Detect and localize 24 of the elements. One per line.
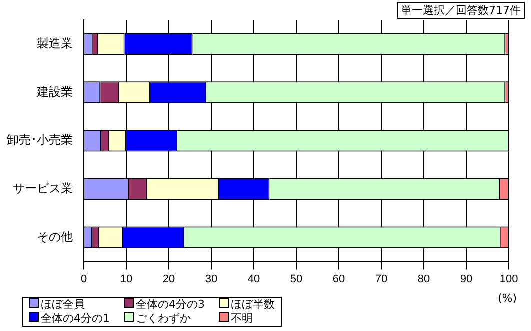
x-tick-label: 0 <box>80 273 88 286</box>
x-tick-label: 80 <box>418 273 430 286</box>
y-tick-label: 建設業 <box>36 84 73 99</box>
x-tick-label: 10 <box>120 273 133 286</box>
x-tick-label: 20 <box>162 273 176 286</box>
y-tick-label: 製造業 <box>37 36 73 50</box>
legend-label: 全体の4分の3 <box>135 298 205 312</box>
x-axis-title: (%) <box>498 292 517 305</box>
legend-label: 不明 <box>230 312 254 326</box>
y-tick-label: 卸売･小売業 <box>7 133 73 148</box>
y-tick-label: サービス業 <box>13 182 73 196</box>
chart-title: 単一選択／回答数717件 <box>397 2 525 19</box>
legend-label: ほぼ半数 <box>230 298 275 312</box>
legend-label: ほぼ全員 <box>40 298 86 312</box>
x-tick-label: 60 <box>332 273 346 286</box>
x-tick-label: 70 <box>375 273 388 286</box>
legend-label: 全体の4分の1 <box>40 312 110 326</box>
legend-label: ごくわずか <box>135 312 192 326</box>
x-tick-label: 90 <box>460 273 473 286</box>
x-tick-label: 30 <box>205 273 218 286</box>
x-tick-label: 100 <box>500 273 518 286</box>
x-tick-label: 40 <box>248 273 260 286</box>
y-tick-label: その他 <box>37 230 73 244</box>
x-tick-label: 50 <box>290 273 303 286</box>
